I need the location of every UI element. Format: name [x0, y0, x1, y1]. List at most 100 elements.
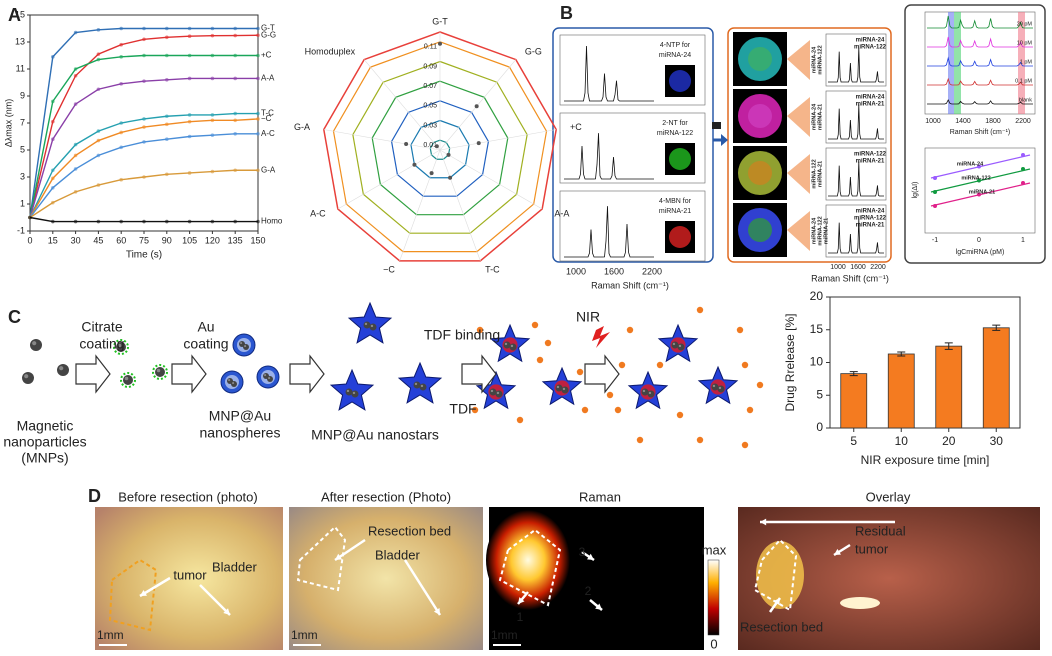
particle-shine [232, 382, 235, 385]
citrate [152, 364, 168, 380]
particle [509, 343, 517, 351]
drug [606, 391, 614, 399]
data-point [96, 138, 101, 143]
x-tick-label: 2200 [642, 266, 662, 276]
bed-outline [753, 538, 798, 612]
data-point [51, 137, 55, 141]
data-point [210, 118, 215, 123]
data-point [96, 28, 101, 32]
y-tick-label: 13 [15, 36, 25, 46]
data-point [233, 219, 237, 224]
y-axis-label: Drug Rrelease [%] [783, 313, 797, 411]
radar-spoke [439, 149, 481, 261]
step-label: TDF binding [424, 327, 500, 343]
concentration-label: 1 pM [1020, 59, 1033, 65]
y-tick-label: 5 [20, 144, 25, 154]
data-point [51, 168, 55, 173]
data-point [256, 76, 260, 81]
probe-label: 4-MBN for [659, 198, 692, 205]
nanostar [397, 361, 443, 404]
caption: Magnetic [17, 418, 74, 434]
data-point [187, 134, 192, 139]
particle [677, 343, 685, 351]
data-point [187, 34, 192, 38]
data-point [73, 73, 78, 78]
x-tick-label: 2200 [1015, 118, 1031, 125]
data-point [210, 113, 215, 117]
series-line [29, 118, 259, 218]
spectrum [564, 45, 654, 102]
particle [495, 390, 503, 398]
vertical-label: miRNA-21 [817, 161, 823, 187]
caption: MNP@Au nanostars [311, 427, 439, 443]
legend-label: A-C [261, 129, 275, 138]
particle [717, 385, 725, 393]
probe-label: miRNA-24 [659, 52, 691, 59]
photo [289, 507, 483, 650]
data-point [142, 125, 146, 129]
radar-spoke [323, 129, 441, 151]
drug [531, 321, 539, 329]
particle [363, 321, 371, 329]
scale-label: 1mm [491, 628, 518, 642]
data-point [165, 35, 169, 40]
radar-point [404, 142, 409, 147]
cell [748, 161, 772, 185]
cell [669, 70, 691, 92]
scale-label: 1mm [291, 628, 318, 642]
data-point [233, 33, 237, 38]
particle [641, 388, 649, 396]
data-point [119, 82, 123, 86]
cell [748, 218, 772, 242]
vertical-label: miRNA-122 [811, 159, 817, 188]
beam [787, 211, 810, 251]
radar-spoke [337, 149, 441, 210]
x-tick-label: 1400 [955, 118, 971, 125]
error-bar [992, 324, 1001, 331]
legend-label: G-G [261, 30, 276, 39]
spectrum [927, 99, 1033, 105]
data-point [187, 119, 192, 124]
drug [736, 326, 744, 334]
series-label: miRNA-122 [961, 175, 990, 181]
data-point [256, 219, 260, 224]
spectrum [828, 47, 884, 83]
y-tick-label: 3 [20, 171, 25, 181]
drug [756, 381, 764, 389]
particle-shine [510, 344, 514, 348]
radar-frame [323, 31, 557, 262]
y-axis-label: lg(ΔI) [912, 182, 919, 199]
data-point [142, 219, 146, 224]
radar-ring [352, 60, 528, 234]
particle-shine [264, 374, 267, 377]
data-point [210, 33, 215, 38]
box [727, 27, 892, 263]
illustrations [22, 4, 1046, 650]
data-point [119, 130, 123, 135]
y-tick-label: 7 [20, 117, 25, 127]
particle-shine [240, 342, 243, 345]
drug [746, 406, 754, 414]
process-arrow [75, 354, 111, 394]
legend-label: miRNA-21 [856, 102, 885, 108]
data-point [51, 186, 55, 190]
radar-ring [429, 139, 451, 160]
data-point [256, 168, 260, 173]
vertical-label: miRNA-24 [811, 46, 817, 73]
y-tick-label: 10 [810, 355, 824, 369]
legend-label: Homo [261, 217, 283, 226]
nanostar [347, 301, 393, 344]
beam [787, 97, 810, 137]
drug [618, 361, 626, 369]
box [904, 4, 1046, 264]
data-point [73, 142, 78, 147]
data-point [187, 219, 192, 224]
data-point [51, 55, 55, 59]
x-tick-label: 45 [93, 235, 103, 245]
pointer-head [773, 598, 780, 605]
calibration-point [933, 176, 937, 180]
data-point [187, 76, 192, 81]
photo [95, 507, 283, 650]
data-point [187, 113, 192, 117]
r-tick-label: 0.09 [423, 63, 437, 70]
